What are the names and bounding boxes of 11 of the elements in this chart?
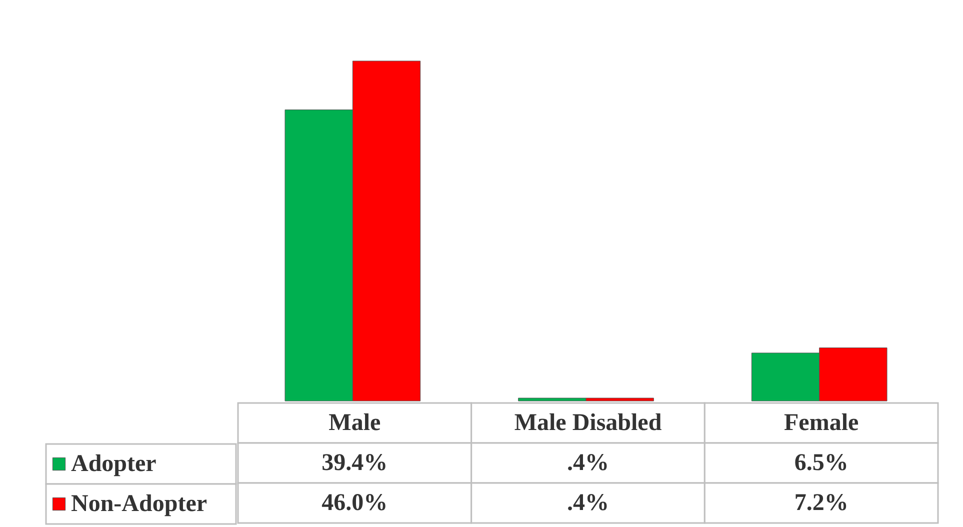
x-tick-label: Male [328, 410, 381, 436]
x-tick-label: Male Disabled [514, 410, 662, 436]
x-tick-label: Female [784, 410, 859, 436]
data-label: .4% [567, 450, 609, 476]
data-label: 7.2% [794, 490, 848, 516]
data-label: .4% [567, 490, 609, 516]
data-label: 46.0% [322, 490, 388, 516]
data-label: 39.4% [322, 450, 388, 476]
data-label: 6.5% [794, 450, 848, 476]
legend-label: Adopter [71, 451, 157, 477]
legend-label: Non-Adopter [71, 491, 208, 517]
